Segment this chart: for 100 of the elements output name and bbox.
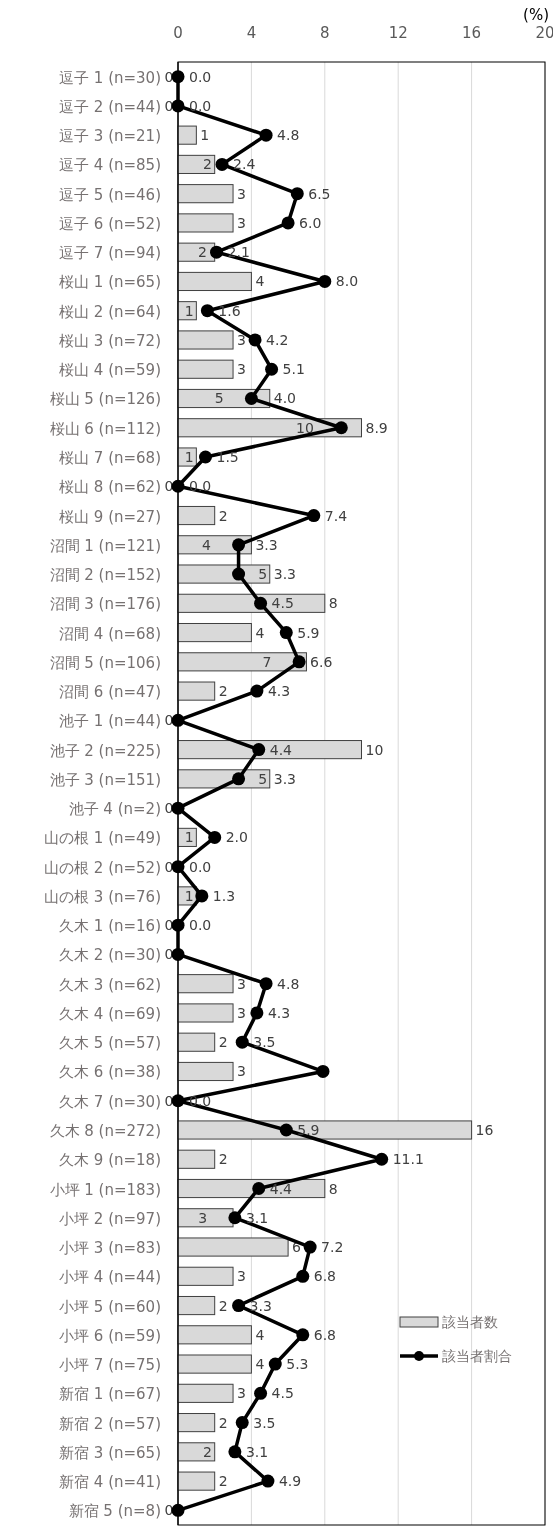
bar: [177, 1266, 234, 1286]
point: [235, 1035, 249, 1049]
point: [265, 362, 279, 376]
y-tick-label: 久木 1 (n=16): [59, 917, 161, 936]
data-label: 4.5: [271, 1385, 294, 1402]
point: [259, 977, 273, 991]
point: [200, 304, 214, 318]
y-tick-label: 池子 1 (n=44): [59, 712, 161, 731]
point: [210, 245, 224, 259]
data-label: 1.6: [218, 302, 241, 319]
data-label: 3: [237, 1004, 246, 1021]
y-tick-label: 桜山 2 (n=64): [59, 302, 161, 321]
data-label: 4: [255, 624, 265, 641]
point: [235, 1416, 249, 1430]
y-tick-label: 桜山 5 (n=126): [49, 390, 161, 409]
y-tick-label: 沼間 6 (n=47): [59, 683, 161, 702]
bar: [177, 213, 234, 233]
data-label: 4.4: [269, 1180, 293, 1197]
data-label: 3: [198, 1209, 208, 1226]
point: [250, 684, 264, 698]
point: [199, 450, 213, 464]
bar: [177, 505, 216, 526]
point: [292, 655, 306, 669]
data-label: 3: [237, 1063, 246, 1080]
data-label: 3: [237, 331, 246, 348]
data-label: 0: [164, 1502, 174, 1519]
data-label: 3: [237, 361, 246, 378]
point: [281, 216, 295, 230]
y-tick-label: 山の根 2 (n=52): [44, 858, 161, 877]
data-label: 2: [203, 1443, 213, 1460]
data-label: 1: [184, 302, 194, 319]
data-label: 0: [164, 858, 174, 875]
data-label: 4.2: [266, 331, 289, 348]
y-tick-label: 沼間 4 (n=68): [59, 624, 161, 643]
data-label: 5.1: [282, 361, 305, 378]
bar: [177, 974, 234, 994]
bar: [177, 125, 197, 145]
data-label: 4.3: [267, 683, 291, 700]
point: [208, 830, 222, 844]
y-tick-label: 桜山 1 (n=65): [59, 273, 161, 292]
point: [248, 333, 262, 347]
data-label: 0.0: [189, 858, 212, 875]
point: [228, 1445, 242, 1459]
data-label: 3.1: [245, 1443, 269, 1460]
y-tick-label: 沼間 1 (n=121): [49, 536, 161, 555]
data-label: 1.3: [212, 887, 236, 904]
y-tick-label: 小坪 6 (n=59): [59, 1326, 161, 1345]
x-tick-label: 4: [246, 24, 257, 42]
bar: [177, 1032, 216, 1052]
data-label: 1: [184, 829, 194, 846]
y-tick-label: 沼間 5 (n=106): [49, 653, 161, 672]
y-tick-label: 山の根 1 (n=49): [44, 829, 161, 848]
y-tick-label: 逗子 6 (n=52): [59, 214, 161, 233]
y-tick-label: 沼間 2 (n=152): [49, 566, 161, 585]
point: [261, 1474, 275, 1488]
point: [232, 538, 246, 552]
point: [215, 157, 229, 171]
point: [244, 391, 258, 405]
data-label: 6.0: [299, 214, 322, 231]
data-label: 8: [328, 1180, 338, 1197]
data-label: 1.5: [216, 449, 239, 466]
data-label: 7: [262, 653, 272, 670]
y-tick-label: 久木 9 (n=18): [59, 1151, 161, 1170]
y-tick-label: 逗子 7 (n=94): [59, 244, 161, 263]
data-label: 3: [237, 185, 246, 202]
data-label: 2: [218, 1151, 228, 1168]
point: [232, 567, 246, 581]
point: [252, 743, 266, 757]
bar: [177, 1061, 234, 1082]
point: [303, 1240, 317, 1254]
data-label: 2.0: [225, 829, 248, 846]
y-tick-label: 池子 3 (n=151): [49, 770, 161, 789]
data-label: 16: [475, 1121, 494, 1138]
data-label: 0: [164, 800, 174, 817]
point: [279, 626, 293, 640]
data-label: 1: [184, 449, 194, 466]
bar: [177, 1295, 216, 1316]
data-label: 4.0: [273, 390, 297, 407]
data-label: 2.4: [233, 156, 256, 173]
bar: [177, 681, 216, 701]
point: [268, 1357, 282, 1371]
data-label: 3.3: [255, 536, 278, 553]
bar: [177, 1149, 216, 1169]
point: [375, 1152, 389, 1166]
bar: [177, 330, 234, 350]
data-label: 3.5: [253, 1414, 276, 1431]
data-label: 5: [258, 770, 268, 787]
bar: [177, 1471, 216, 1491]
data-label: 8.0: [335, 273, 359, 290]
data-label: 3.3: [249, 1297, 272, 1314]
point: [316, 1064, 330, 1078]
y-tick-label: 久木 5 (n=57): [59, 1034, 161, 1053]
y-tick-label: 桜山 3 (n=72): [59, 331, 161, 350]
y-tick-label: 桜山 4 (n=59): [59, 361, 161, 380]
data-label: 8.9: [365, 419, 388, 436]
data-label: 5: [214, 390, 224, 407]
data-label: 2: [218, 507, 228, 524]
data-label: 5.9: [297, 1121, 320, 1138]
data-label: 10: [365, 741, 384, 758]
y-tick-label: 小坪 4 (n=44): [59, 1268, 161, 1287]
